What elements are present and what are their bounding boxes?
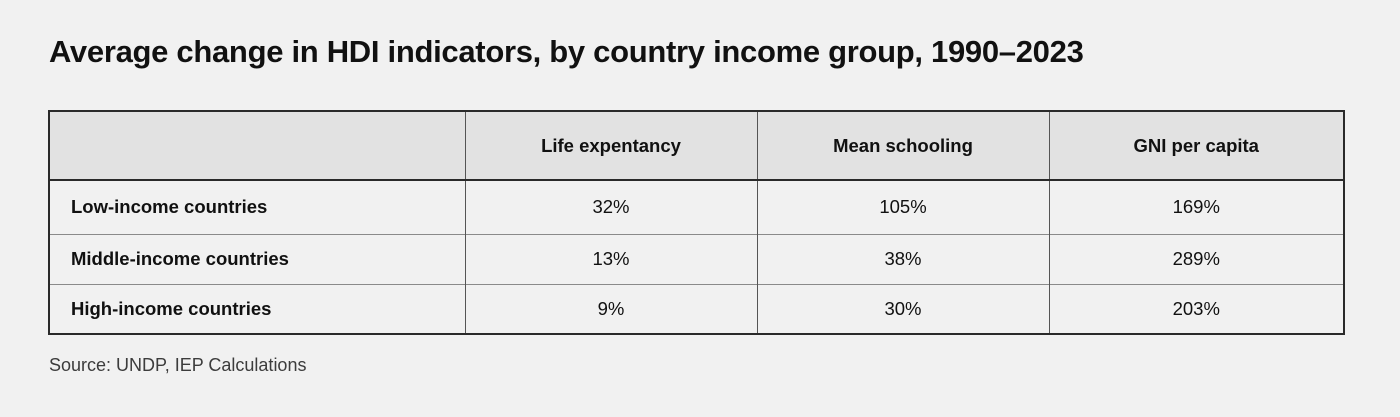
table-row: High-income countries 9% 30% 203% [49,283,1344,334]
table-row: Middle-income countries 13% 38% 289% [49,233,1344,284]
table-cell: 289% [1048,233,1344,284]
table-cell: 169% [1048,180,1344,234]
source-note: Source: UNDP, IEP Calculations [49,355,307,375]
table-cell: 9% [464,283,757,334]
row-label-low-income: Low-income countries [71,196,268,218]
row-label-middle-income: Middle-income countries [49,233,465,284]
table-cell: 38% [756,233,1049,284]
table-cell: 13% [464,233,757,284]
header-cell-gni-per-capita: GNI per capita [1048,111,1344,181]
header-cell-mean-schooling: Mean schooling [756,111,1049,181]
table-header-row: Life expentancy Mean schooling GNI per c… [49,111,1344,181]
header-cell-life-expectancy: Life expentancy [464,111,757,181]
chart-title: Average change in HDI indicators, by cou… [49,34,1084,69]
row-label-high-income: High-income countries [49,283,465,334]
table-cell: 30% [756,283,1049,334]
table-cell: 32% [464,180,757,234]
table-cell: 203% [1048,283,1344,334]
table-cell: 105% [756,180,1049,234]
header-cell-corner [49,111,465,181]
data-table: Life expentancy Mean schooling GNI per c… [48,110,1345,335]
table-row: Low-income countries 32% 105% 169% [49,180,1344,234]
